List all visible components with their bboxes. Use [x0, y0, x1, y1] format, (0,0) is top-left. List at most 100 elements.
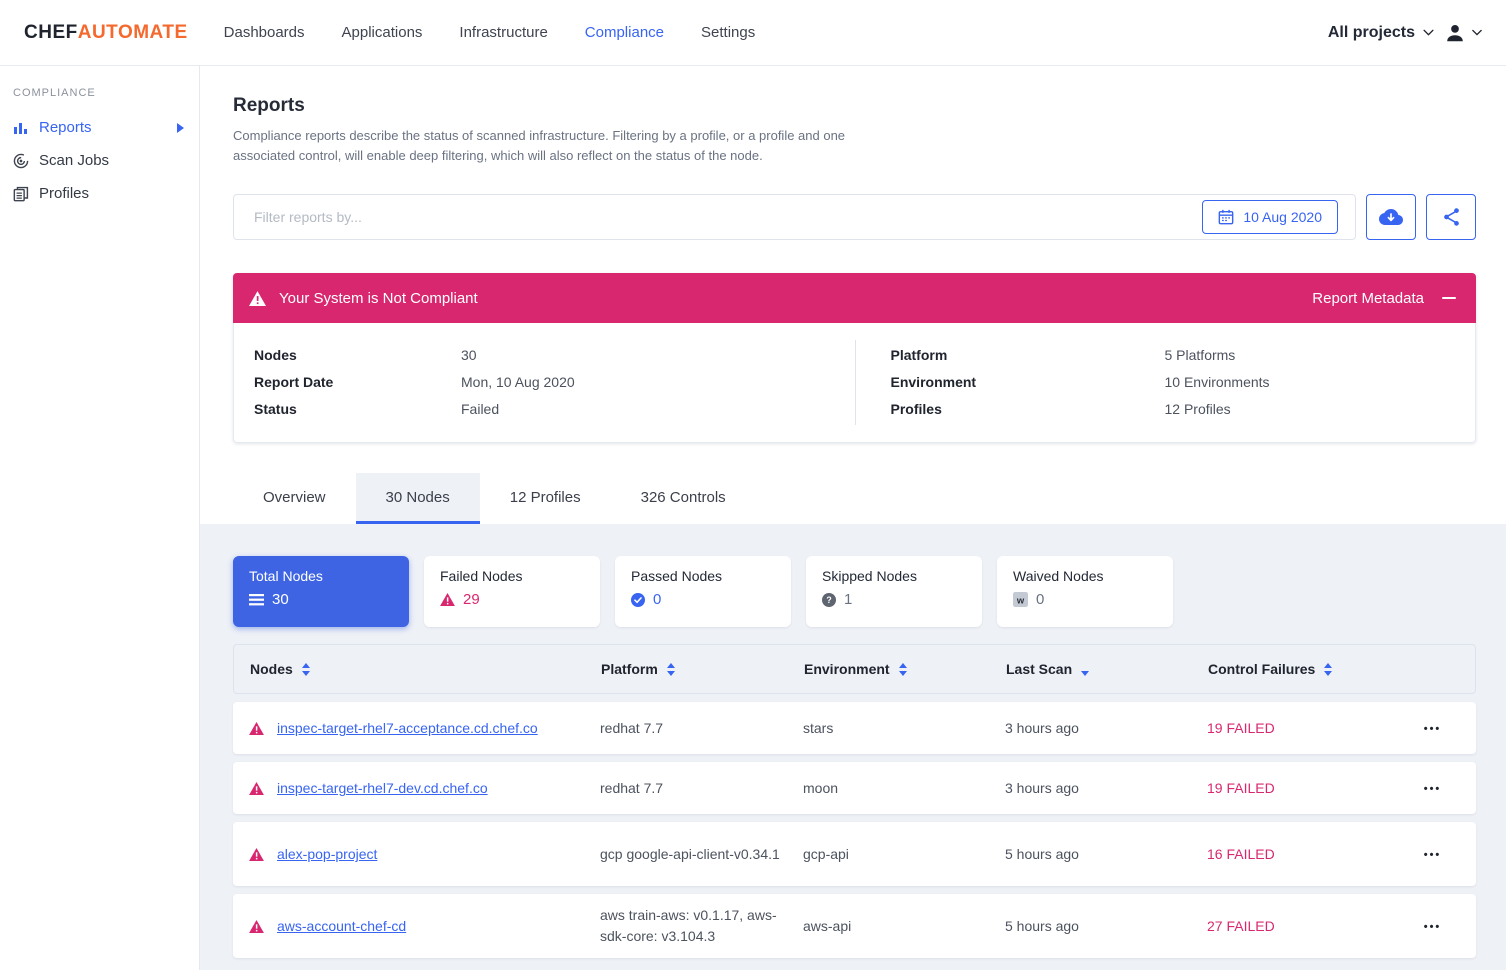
- logo-chef: CHEF: [24, 21, 78, 43]
- main-nav: Dashboards Applications Infrastructure C…: [224, 24, 756, 41]
- card-title: Waived Nodes: [1013, 568, 1104, 585]
- app-logo[interactable]: CHEFAUTOMATE: [24, 22, 188, 44]
- banner-message: Your System is Not Compliant: [279, 289, 478, 307]
- card-total-nodes[interactable]: Total Nodes 30: [233, 556, 409, 628]
- cell-control-failures: 19 FAILED: [1207, 780, 1275, 797]
- sidebar-item-scan-jobs[interactable]: Scan Jobs: [0, 144, 199, 177]
- chevron-down-icon: [1472, 29, 1482, 36]
- sidebar-item-profiles[interactable]: Profiles: [0, 177, 199, 210]
- card-title: Passed Nodes: [631, 568, 723, 585]
- card-passed-nodes[interactable]: Passed Nodes 0: [615, 556, 791, 628]
- meta-value: Failed: [461, 401, 500, 418]
- table-row: inspec-target-rhel7-dev.cd.chef.co redha…: [233, 762, 1476, 815]
- node-link[interactable]: aws-account-chef-cd: [277, 918, 407, 935]
- cloud-download-icon: [1379, 208, 1403, 226]
- column-label: Platform: [601, 661, 658, 678]
- card-value: 30: [272, 591, 289, 609]
- column-label: Nodes: [250, 661, 293, 678]
- page-title: Reports: [233, 95, 305, 116]
- user-menu[interactable]: [1444, 22, 1482, 44]
- row-menu-icon[interactable]: [1424, 782, 1442, 794]
- report-metadata-toggle[interactable]: Report Metadata: [1312, 289, 1424, 307]
- nav-dashboards[interactable]: Dashboards: [223, 24, 305, 41]
- share-icon: [1442, 207, 1461, 227]
- card-title: Failed Nodes: [440, 568, 523, 585]
- sidebar-item-label: Reports: [39, 119, 92, 136]
- card-waived-nodes[interactable]: Waived Nodes w 0: [997, 556, 1173, 628]
- sidebar-item-reports[interactable]: Reports: [0, 111, 199, 144]
- meta-label: Platform: [890, 347, 948, 364]
- tab-profiles[interactable]: 12 Profiles: [509, 488, 581, 506]
- warning-icon: [249, 781, 277, 795]
- meta-label: Status: [254, 401, 297, 418]
- download-button[interactable]: [1366, 194, 1416, 241]
- card-title: Total Nodes: [249, 568, 323, 585]
- date-picker-button[interactable]: 10 Aug 2020: [1202, 200, 1338, 235]
- column-label: Last Scan: [1006, 661, 1073, 678]
- page-description: Compliance reports describe the status o…: [233, 128, 846, 164]
- sidebar: COMPLIANCE Reports Scan Jobs Profiles: [0, 66, 200, 970]
- main-content: Reports Compliance reports describe the …: [200, 66, 1506, 970]
- node-link[interactable]: inspec-target-rhel7-dev.cd.chef.co: [277, 780, 488, 797]
- bar-chart-icon: [13, 120, 29, 136]
- svg-text:?: ?: [826, 595, 831, 605]
- row-menu-icon[interactable]: [1424, 722, 1442, 734]
- nav-compliance[interactable]: Compliance: [584, 24, 665, 41]
- card-failed-nodes[interactable]: Failed Nodes 29: [424, 556, 600, 628]
- cell-last-scan: 5 hours ago: [1005, 846, 1079, 863]
- nodes-table-header: Nodes Platform Environment Last Scan Con…: [233, 644, 1476, 695]
- tab-nodes[interactable]: 30 Nodes: [355, 473, 480, 525]
- cell-environment: aws-api: [803, 918, 852, 935]
- meta-value: 5 Platforms: [1164, 347, 1236, 364]
- card-title: Skipped Nodes: [822, 568, 917, 585]
- sort-icon[interactable]: [666, 662, 675, 676]
- column-label: Control Failures: [1208, 661, 1316, 678]
- meta-value: 12 Profiles: [1164, 401, 1231, 418]
- column-header-environment[interactable]: Environment: [804, 661, 1006, 677]
- tab-overview[interactable]: Overview: [263, 488, 326, 506]
- logo-automate: AUTOMATE: [77, 21, 188, 43]
- row-menu-icon[interactable]: [1424, 920, 1442, 932]
- cell-last-scan: 3 hours ago: [1005, 720, 1079, 737]
- filter-input[interactable]: [234, 209, 1203, 226]
- nav-infrastructure[interactable]: Infrastructure: [459, 24, 548, 41]
- node-link[interactable]: alex-pop-project: [277, 846, 378, 863]
- cell-environment: stars: [803, 720, 834, 737]
- check-circle-icon: [631, 592, 645, 607]
- cell-environment: gcp-api: [803, 846, 849, 863]
- warning-icon: [249, 721, 277, 735]
- column-header-nodes[interactable]: Nodes: [250, 661, 601, 677]
- nav-right: All projects: [1328, 22, 1482, 44]
- card-value: 0: [653, 591, 662, 609]
- cell-platform: aws train-aws: v0.1.17, aws-sdk-core: v3…: [600, 907, 777, 945]
- collapse-icon[interactable]: [1442, 297, 1456, 300]
- projects-label: All projects: [1327, 23, 1415, 41]
- nav-settings[interactable]: Settings: [701, 24, 756, 41]
- meta-label: Report Date: [254, 374, 334, 391]
- node-link[interactable]: inspec-target-rhel7-acceptance.cd.chef.c…: [277, 720, 538, 737]
- nav-applications[interactable]: Applications: [341, 24, 423, 41]
- profiles-icon: [13, 186, 29, 202]
- share-button[interactable]: [1426, 194, 1476, 241]
- column-header-platform[interactable]: Platform: [601, 661, 804, 677]
- table-row: alex-pop-project gcp google-api-client-v…: [233, 822, 1476, 887]
- column-header-last-scan[interactable]: Last Scan: [1006, 661, 1208, 677]
- projects-dropdown[interactable]: All projects: [1328, 24, 1434, 42]
- top-nav: CHEFAUTOMATE Dashboards Applications Inf…: [0, 0, 1506, 66]
- sort-desc-icon[interactable]: [1081, 663, 1090, 676]
- report-tabs: Overview 30 Nodes 12 Profiles 326 Contro…: [233, 473, 1476, 525]
- svg-text:w: w: [1016, 596, 1025, 606]
- sort-icon[interactable]: [1324, 662, 1333, 676]
- waived-badge-icon: w: [1013, 592, 1028, 608]
- cell-platform: gcp google-api-client-v0.34.1: [600, 845, 780, 862]
- node-summary-cards: Total Nodes 30 Failed Nodes 29: [233, 556, 1476, 628]
- sort-icon[interactable]: [301, 662, 310, 676]
- sidebar-item-label: Profiles: [39, 185, 90, 202]
- row-menu-icon[interactable]: [1424, 848, 1442, 860]
- arrow-right-icon: [177, 122, 184, 133]
- sort-icon[interactable]: [898, 662, 907, 676]
- table-row: aws-account-chef-cd aws train-aws: v0.1.…: [233, 894, 1476, 959]
- tab-controls[interactable]: 326 Controls: [640, 488, 726, 506]
- column-header-control-failures[interactable]: Control Failures: [1208, 661, 1406, 677]
- card-skipped-nodes[interactable]: Skipped Nodes ? 1: [806, 556, 982, 628]
